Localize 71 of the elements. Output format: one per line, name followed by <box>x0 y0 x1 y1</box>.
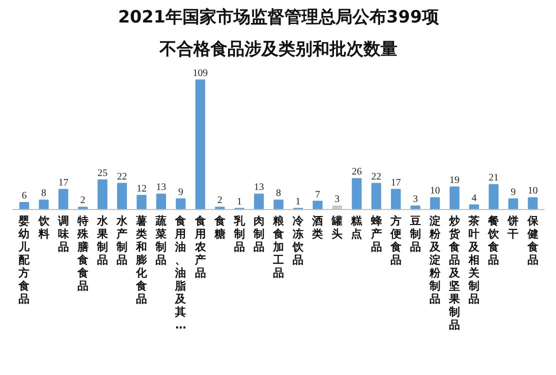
x-tick-label: 食用农产品 <box>194 214 207 280</box>
x-tick-label: 茶叶及相关制品 <box>468 214 481 306</box>
bar <box>488 184 499 210</box>
x-tick-label: 罐头 <box>330 214 343 241</box>
data-label: 1 <box>236 196 242 208</box>
data-label: 2 <box>80 195 86 206</box>
x-tick-label: 豆制品 <box>408 214 421 254</box>
x-tick-label: 粮食加工品 <box>272 214 285 280</box>
x-tick-label: 冷冻饮品 <box>292 214 305 267</box>
data-label: 8 <box>276 188 281 200</box>
bar <box>254 194 264 210</box>
data-label: 22 <box>117 171 128 182</box>
x-tick-label: 水果制品 <box>96 214 109 267</box>
bar <box>352 178 362 210</box>
bar <box>528 197 538 210</box>
x-tick-label: 乳制品 <box>232 214 246 254</box>
x-tick-label: 特殊膳食食品 <box>76 214 90 293</box>
bar <box>430 197 440 210</box>
data-label: 26 <box>352 166 362 178</box>
data-label: 21 <box>488 172 499 184</box>
data-label: 6 <box>22 190 27 202</box>
x-tick-label: 肉制品 <box>252 214 264 254</box>
category-label: 炒货食品及坚果制品 <box>449 214 460 332</box>
x-tick-label: 饮料 <box>37 214 50 241</box>
data-label: 9 <box>510 186 516 198</box>
data-label: 10 <box>430 186 440 197</box>
x-tick-label: 蔬菜制品 <box>154 214 167 267</box>
bar <box>117 182 127 210</box>
data-label: 17 <box>58 177 68 188</box>
bar <box>195 80 206 210</box>
bar <box>390 188 401 210</box>
data-label: 1 <box>296 196 301 208</box>
bar <box>156 194 166 210</box>
data-label: 13 <box>254 182 264 194</box>
data-label: 9 <box>178 186 184 198</box>
x-tick-label: 饼干 <box>506 214 519 241</box>
bar <box>450 186 460 210</box>
x-tick-label: 保健食品 <box>526 214 540 267</box>
data-label: 2 <box>217 195 222 206</box>
x-tick-label: 婴幼儿配方食品 <box>18 214 31 306</box>
x-tick-label: 蜂产品 <box>370 214 382 254</box>
data-label: 7 <box>315 189 320 200</box>
data-label: 8 <box>41 188 46 200</box>
x-tick-label: 水产制品 <box>116 214 129 267</box>
bar <box>136 194 146 210</box>
data-label: 12 <box>136 183 147 194</box>
bar <box>274 200 284 210</box>
data-label: 13 <box>156 182 166 194</box>
data-label: 10 <box>528 186 538 197</box>
data-label: 109 <box>192 68 208 80</box>
x-tick-label: 薯类和膨化食品 <box>135 214 148 306</box>
data-label: 19 <box>450 175 460 186</box>
bar <box>371 182 382 210</box>
x-tick-label: 调味品 <box>56 214 70 254</box>
data-label: 22 <box>371 171 382 182</box>
data-label: 25 <box>97 168 108 179</box>
chart-subtitle: 不合格食品涉及类别和批次数量 <box>158 40 398 60</box>
x-tick-label: 酒类 <box>311 214 324 241</box>
data-label: 3 <box>334 194 340 206</box>
chart-title: 2021年国家市场监督管理总局公布399项 <box>118 8 440 28</box>
x-tick-label: 餐饮食品 <box>487 214 500 267</box>
data-label: 3 <box>412 194 418 206</box>
bar <box>58 188 68 210</box>
data-label: 4 <box>472 192 477 204</box>
x-tick-label: 食糖 <box>213 214 226 241</box>
bar <box>98 179 108 210</box>
x-tick-label: 糕点 <box>350 214 364 241</box>
x-tick-label: 淀粉及淀粉制品 <box>428 214 442 306</box>
data-label: 17 <box>390 177 401 188</box>
x-tick-label: 方便食品 <box>389 214 402 267</box>
category-label: 食用油、油脂及其… <box>175 214 186 332</box>
